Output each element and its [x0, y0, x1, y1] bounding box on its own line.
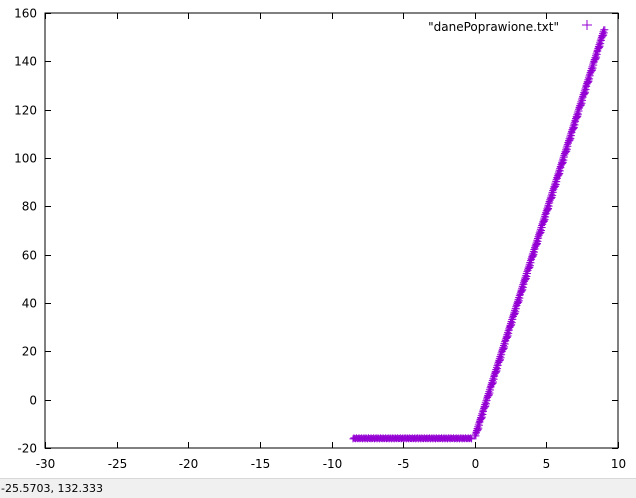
- y-tick-label: -20: [17, 442, 37, 456]
- data-point: [467, 434, 475, 442]
- x-tick-label: -10: [323, 457, 343, 471]
- x-tick-label: 10: [611, 457, 626, 471]
- y-tick-label: 60: [22, 249, 37, 263]
- y-tick-label: 160: [14, 7, 37, 21]
- y-tick-label: 20: [22, 345, 37, 359]
- plot-window[interactable]: -30 -25 -20 -15 -10 -5 0 5 10 -20 0 20 40 60 80 100 120 1…: [0, 0, 636, 478]
- x-tick-label: -30: [36, 457, 56, 471]
- data-point: [600, 29, 608, 37]
- data-point: [466, 434, 474, 442]
- y-tick-label: 120: [14, 104, 37, 118]
- data-point: [468, 435, 476, 443]
- legend-marker: [582, 20, 592, 30]
- x-tick-label: -20: [179, 457, 199, 471]
- y-tick-label: 0: [29, 394, 37, 408]
- cursor-coordinates: -25.5703, 132.333: [1, 482, 103, 495]
- y-tick-label: 140: [14, 55, 37, 69]
- legend-label: "danePoprawione.txt": [428, 20, 559, 34]
- x-tick-label: 5: [543, 457, 551, 471]
- x-tick-label: -25: [108, 457, 128, 471]
- x-tick-label: 0: [472, 457, 480, 471]
- y-tick-label: 80: [22, 200, 37, 214]
- plot-border: [44, 12, 619, 449]
- status-bar: -25.5703, 132.333: [0, 478, 636, 498]
- scatter-chart: -30 -25 -20 -15 -10 -5 0 5 10 -20 0 20 40 60 80 100 120 1…: [14, 7, 626, 472]
- x-tick-label: -15: [251, 457, 271, 471]
- x-tick-label: -5: [398, 457, 410, 471]
- y-tick-label: 100: [14, 152, 37, 166]
- y-tick-label: 40: [22, 297, 37, 311]
- data-point: [601, 26, 609, 34]
